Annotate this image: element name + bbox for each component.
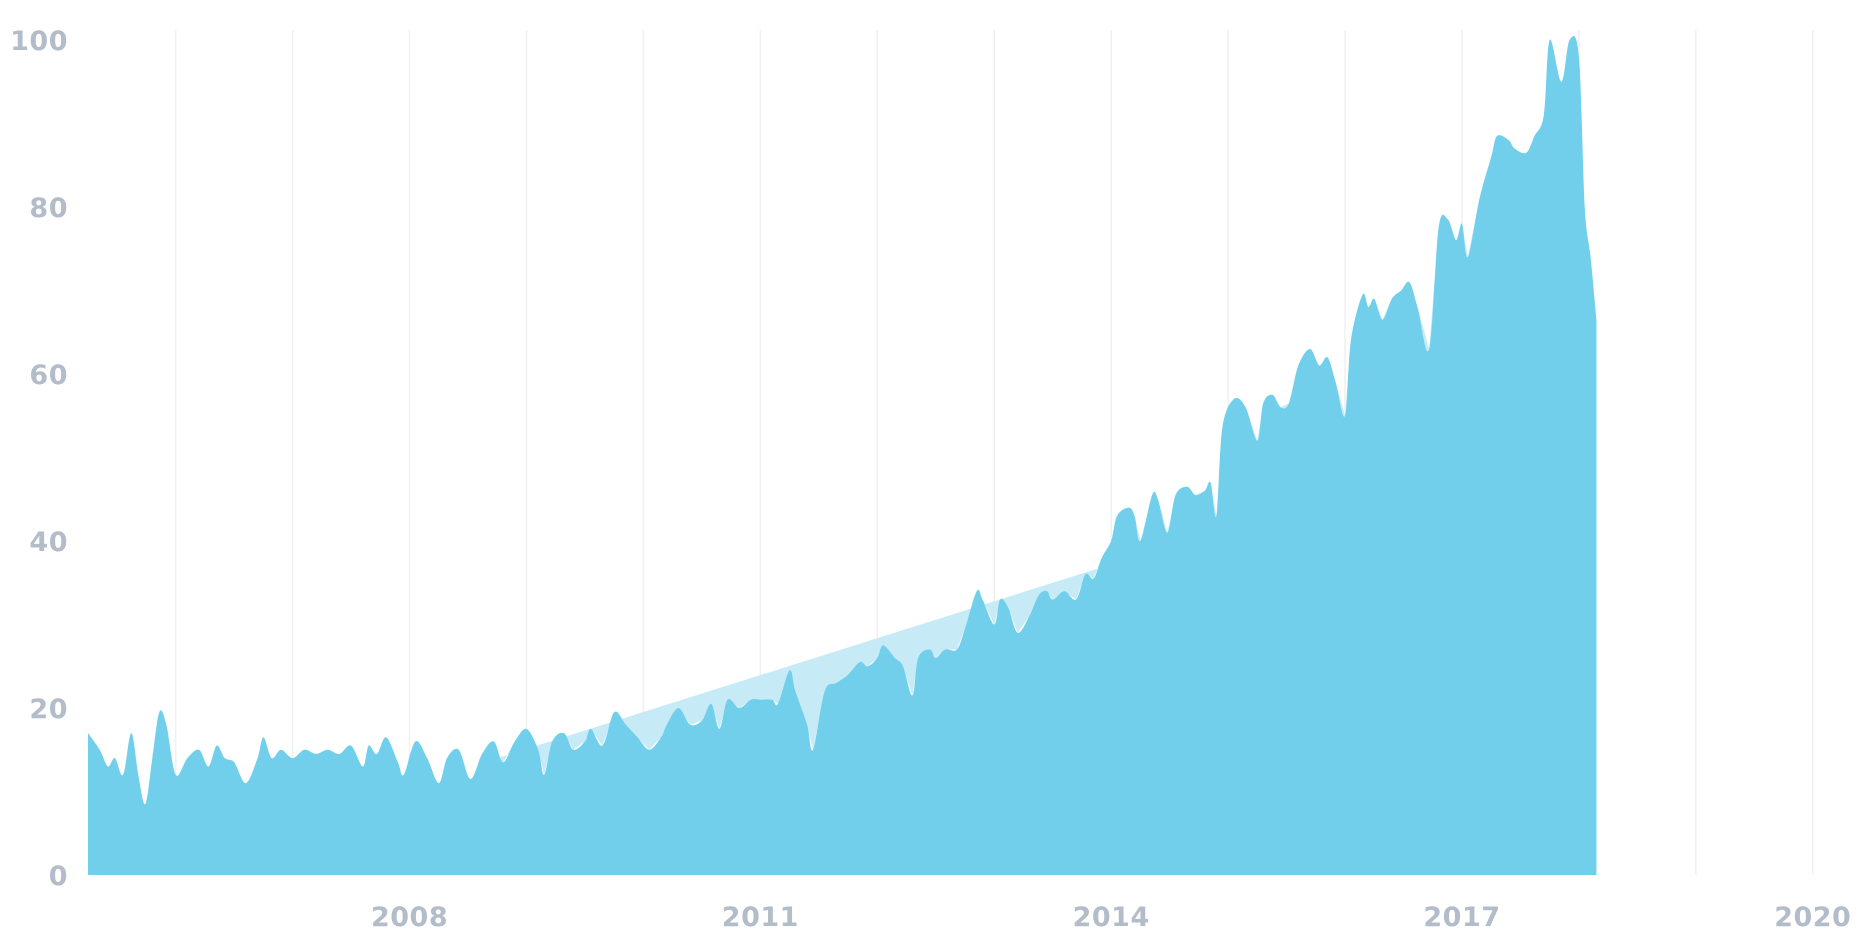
series-area [88,36,1597,876]
x-axis: 2008 2011 2014 2017 2020 [371,902,1851,933]
y-tick-label-0: 0 [49,861,68,892]
x-tick-label-2017: 2017 [1423,902,1500,933]
y-tick-label-80: 80 [29,193,68,224]
y-tick-label-100: 100 [10,26,68,57]
y-axis: 0 20 40 60 80 100 [10,26,68,892]
x-tick-label-2020: 2020 [1774,902,1851,933]
x-tick-label-2014: 2014 [1073,902,1150,933]
y-tick-label-40: 40 [29,527,68,558]
area-layer [87,36,1597,876]
x-tick-label-2011: 2011 [722,902,799,933]
y-tick-label-60: 60 [29,360,68,391]
y-tick-label-20: 20 [29,694,68,725]
x-tick-label-2008: 2008 [371,902,448,933]
